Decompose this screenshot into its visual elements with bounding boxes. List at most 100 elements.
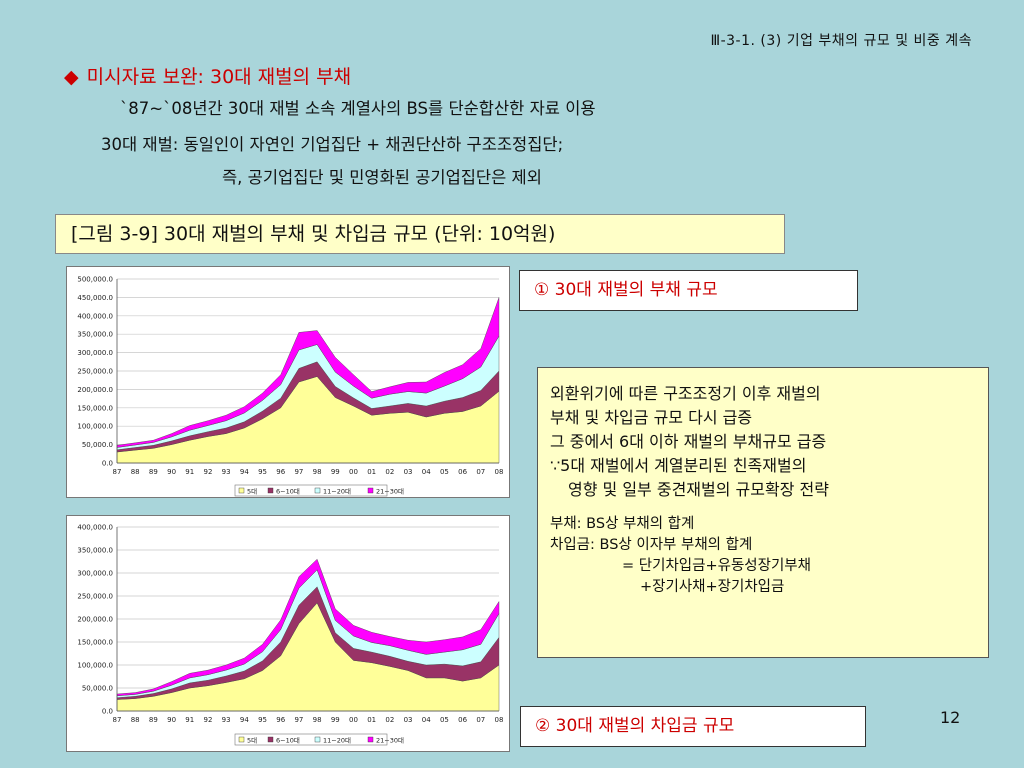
definition-line: +장기사채+장기차입금	[640, 579, 785, 595]
x-tick-label: 03	[404, 468, 413, 476]
y-tick-label: 0.0	[102, 460, 113, 468]
area-series-21~30대	[116, 558, 500, 697]
x-tick-label: 08	[495, 468, 504, 476]
y-tick-label: 500,000.0	[77, 276, 113, 284]
definition-line: 부채: BS상 부채의 합계	[550, 516, 695, 532]
y-tick-label: 250,000.0	[77, 593, 113, 601]
x-tick-label: 03	[404, 716, 413, 724]
x-tick-label: 01	[367, 716, 376, 724]
y-tick-label: 350,000.0	[77, 547, 113, 555]
x-tick-label: 02	[385, 468, 394, 476]
x-tick-label: 01	[367, 468, 376, 476]
commentary-box: 외환위기에 따른 구조조정기 이후 재벌의 부채 및 차입금 규모 다시 급증 …	[537, 367, 989, 658]
x-tick-label: 02	[385, 716, 394, 724]
definition-line: 차입금: BS상 이자부 부채의 합계	[550, 537, 753, 553]
figure-title: [그림 3-9] 30대 재벌의 부채 및 차입금 규모 (단위: 10억원)	[55, 214, 785, 254]
y-tick-label: 50,000.0	[82, 441, 113, 449]
x-tick-label: 87	[113, 468, 122, 476]
y-tick-label: 450,000.0	[77, 294, 113, 302]
y-tick-label: 300,000.0	[77, 349, 113, 357]
x-tick-label: 89	[149, 468, 158, 476]
y-tick-label: 300,000.0	[77, 570, 113, 578]
legend-label: 5대	[247, 487, 257, 495]
y-tick-label: 350,000.0	[77, 331, 113, 339]
legend-swatch	[367, 736, 374, 743]
legend-label: 11~20대	[323, 487, 351, 495]
legend-swatch	[267, 736, 274, 743]
note-line: 부채 및 차입금 규모 다시 급증	[550, 408, 753, 427]
debt-chart-panel: 0.0 50,000.0 100,000.0 150,000.0 200,000.0 25…	[66, 266, 510, 498]
y-tick-label: 50,000.0	[82, 685, 113, 693]
y-tick-label: 150,000.0	[77, 639, 113, 647]
legend-label: 21~30대	[376, 487, 404, 495]
legend-swatch	[238, 487, 245, 494]
y-tick-label: 100,000.0	[77, 662, 113, 670]
note-line: 외환위기에 따른 구조조정기 이후 재벌의	[550, 384, 821, 403]
y-tick-label: 100,000.0	[77, 423, 113, 431]
y-tick-label: 400,000.0	[77, 312, 113, 320]
x-tick-label: 04	[422, 716, 431, 724]
chart-legend: 5대 6~10대 11~20대 21~30대	[234, 733, 404, 746]
legend-frame	[234, 484, 388, 497]
x-tick-label: 94	[240, 716, 249, 724]
legend-swatch	[267, 487, 274, 494]
y-tick-label: 200,000.0	[77, 386, 113, 394]
x-tick-label: 95	[258, 468, 267, 476]
diamond-bullet-icon: ◆	[64, 66, 79, 88]
legend-swatch	[238, 736, 245, 743]
legend-swatch	[367, 487, 374, 494]
x-tick-label: 90	[167, 716, 176, 724]
x-tick-label: 07	[476, 468, 485, 476]
y-tick-label: 200,000.0	[77, 616, 113, 624]
x-tick-label: 94	[240, 468, 249, 476]
borrowing-chart: 0.0 50,000.0 100,000.0 150,000.0 200,000.0 25…	[77, 524, 504, 746]
x-tick-label: 91	[185, 716, 194, 724]
borrowing-chart-panel: 0.0 50,000.0 100,000.0 150,000.0 200,000.0 25…	[66, 515, 510, 752]
x-tick-label: 05	[440, 716, 449, 724]
x-tick-label: 88	[131, 468, 140, 476]
description-line-1: `87~`08년간 30대 재벌 소속 계열사의 BS를 단순합산한 자료 이용	[120, 99, 596, 118]
debt-chart: 0.0 50,000.0 100,000.0 150,000.0 200,000.0 25…	[77, 276, 504, 497]
legend-swatch	[314, 736, 321, 743]
page-number: 12	[940, 708, 961, 727]
borrowing-chart-caption: ② 30대 재벌의 차입금 규모	[520, 706, 866, 747]
x-tick-label: 97	[294, 468, 303, 476]
x-tick-label: 08	[495, 716, 504, 724]
legend-swatch	[314, 487, 321, 494]
x-tick-label: 98	[313, 716, 322, 724]
x-tick-label: 07	[476, 716, 485, 724]
y-tick-label: 0.0	[102, 708, 113, 716]
y-tick-label: 250,000.0	[77, 368, 113, 376]
x-tick-label: 91	[185, 468, 194, 476]
note-line: 영향 및 일부 중견재벌의 규모확장 전략	[568, 480, 829, 499]
x-tick-label: 06	[458, 716, 467, 724]
y-tick-label: 150,000.0	[77, 404, 113, 412]
x-tick-label: 97	[294, 716, 303, 724]
x-tick-label: 05	[440, 468, 449, 476]
x-tick-label: 92	[203, 716, 212, 724]
x-tick-label: 04	[422, 468, 431, 476]
slide-title-text: 미시자료 보완: 30대 재벌의 부채	[86, 66, 352, 88]
legend-label: 6~10대	[276, 487, 300, 495]
x-tick-label: 99	[331, 716, 340, 724]
x-tick-label: 99	[331, 468, 340, 476]
legend-label: 11~20대	[323, 736, 351, 744]
chart-legend: 5대 6~10대 11~20대 21~30대	[234, 484, 404, 497]
section-header: Ⅲ-3-1. (3) 기업 부채의 규모 및 비중 계속	[710, 33, 972, 49]
y-tick-label: 400,000.0	[77, 524, 113, 532]
note-line: 그 중에서 6대 이하 재벌의 부채규모 급증	[550, 432, 827, 451]
area-series-21~30대	[116, 297, 500, 448]
description-line-2: 30대 재벌: 동일인이 자연인 기업집단 + 채권단산하 구조조정집단;	[101, 135, 564, 154]
x-tick-label: 96	[276, 468, 285, 476]
x-tick-label: 96	[276, 716, 285, 724]
x-tick-label: 98	[313, 468, 322, 476]
x-tick-label: 90	[167, 468, 176, 476]
slide-title: ◆ 미시자료 보완: 30대 재벌의 부채	[64, 62, 351, 89]
x-tick-label: 89	[149, 716, 158, 724]
debt-chart-caption: ① 30대 재벌의 부채 규모	[519, 270, 858, 311]
legend-label: 6~10대	[276, 736, 300, 744]
description-line-3: 즉, 공기업집단 및 민영화된 공기업집단은 제외	[222, 168, 542, 187]
x-tick-label: 06	[458, 468, 467, 476]
x-tick-label: 95	[258, 716, 267, 724]
x-tick-label: 93	[222, 468, 231, 476]
